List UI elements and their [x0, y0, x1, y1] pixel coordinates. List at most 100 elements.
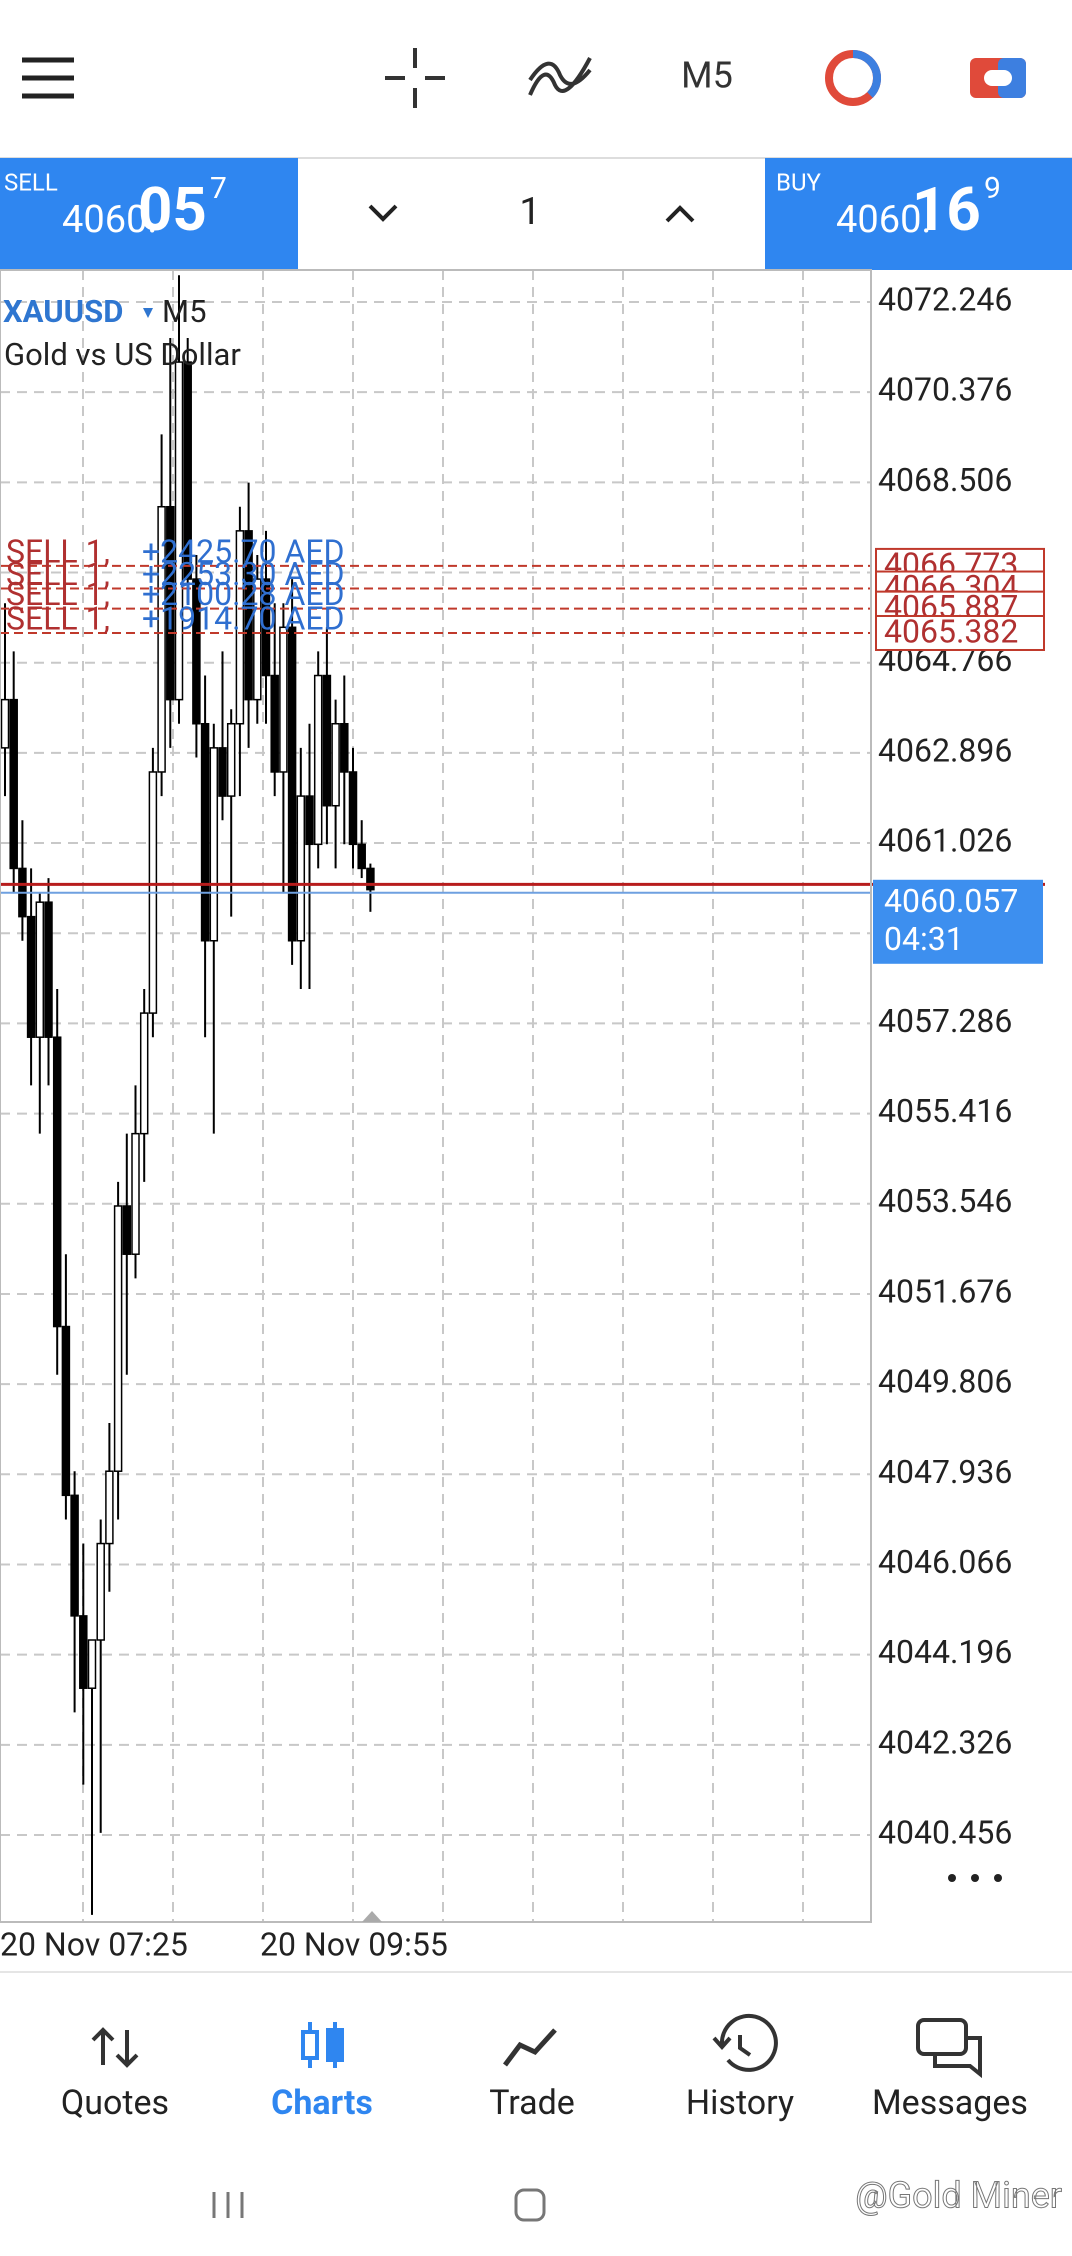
y-tick-label: 4047.936 [878, 1453, 1012, 1491]
candle-body [261, 578, 271, 677]
candle-body [157, 505, 166, 773]
order-label: SELL 1, [6, 599, 110, 637]
y-tick-label: 4062.896 [878, 731, 1012, 769]
order-label: SELL 1, [6, 555, 110, 593]
candle-body [348, 771, 358, 846]
y-tick-label: 4051.676 [878, 1272, 1012, 1310]
crosshair-button[interactable] [385, 48, 445, 108]
y-tick-label: 4040.456 [878, 1813, 1012, 1851]
candle-body [270, 674, 279, 773]
candle-body [200, 722, 210, 942]
candle-body [96, 1542, 105, 1641]
x-tick-label: 20 Nov 07:25 [0, 1925, 188, 1963]
candle-body [235, 530, 245, 725]
candle-body [122, 1205, 132, 1255]
menu-button[interactable] [22, 57, 74, 99]
y-tick-label: 4049.806 [878, 1363, 1012, 1401]
candle-body [113, 1205, 123, 1472]
sell-price-big: 05 [138, 174, 207, 245]
plot-frame [0, 269, 872, 1923]
buy-label: BUY [776, 168, 822, 196]
trade-icon [503, 2028, 557, 2067]
symbol-dropdown[interactable] [143, 308, 153, 318]
volume-up[interactable] [665, 205, 695, 223]
candle-body [44, 901, 53, 1038]
chart-timeframe: M5 [162, 293, 207, 330]
candle-body [0, 698, 10, 749]
sell-price-sup: 7 [210, 171, 227, 206]
candle-body [87, 1639, 97, 1689]
candle-body [35, 901, 45, 1038]
y-tick-label: 4057.286 [878, 1002, 1012, 1040]
nav-tab[interactable]: Charts [271, 2083, 373, 2123]
trade-signals-button[interactable] [825, 49, 882, 106]
buy-price-head: 4060. [836, 198, 931, 242]
candle-body [192, 578, 201, 725]
y-tick-label: 4072.246 [878, 280, 1012, 318]
y-tick-label: 4053.546 [878, 1182, 1012, 1220]
sell-price-head: 4060. [62, 198, 157, 242]
y-tick-label: 4044.196 [878, 1633, 1012, 1671]
indicators-button[interactable] [528, 57, 592, 96]
nav-tab[interactable]: Messages [872, 2083, 1028, 2123]
candle-body [305, 795, 314, 846]
recents-button[interactable] [212, 2192, 244, 2218]
candle-body [105, 1470, 114, 1545]
symbol-description: Gold vs US Dollar [4, 336, 241, 373]
nav-tab[interactable]: History [686, 2083, 794, 2123]
order-price-box [875, 614, 1045, 651]
sell-label: SELL [4, 168, 58, 196]
charts-icon [301, 2022, 344, 2068]
candle-body [166, 505, 175, 701]
order-profit: +2253.30 AED [142, 555, 345, 593]
candle-body [174, 361, 184, 701]
candle-body [52, 1036, 62, 1328]
symbol: XAUUSD [3, 293, 123, 330]
candle-body [79, 1615, 88, 1689]
volume[interactable]: 1 [519, 190, 540, 234]
candle-body [253, 578, 262, 701]
volume-down[interactable] [368, 204, 398, 222]
candle-body [61, 1325, 71, 1497]
candle-body [26, 915, 36, 1038]
candle-body [287, 626, 297, 942]
home-button[interactable] [514, 2188, 546, 2222]
candle-body [357, 843, 366, 870]
candle-body [313, 674, 323, 846]
nav-tab[interactable]: Trade [489, 2083, 575, 2123]
current-price: 4060.057 [884, 882, 1018, 920]
more-button[interactable] [948, 1874, 1002, 1882]
bar-timer: 04:31 [884, 920, 964, 958]
sell-button[interactable] [0, 158, 298, 270]
candle-body [209, 747, 219, 942]
y-tick-label: 4042.326 [878, 1723, 1012, 1761]
one-click-button[interactable] [970, 58, 1026, 98]
candle-body [279, 626, 288, 773]
y-tick-label: 4070.376 [878, 371, 1012, 409]
candle-body [131, 1132, 140, 1255]
candle-body [244, 530, 253, 701]
buy-price-big: 16 [912, 174, 981, 245]
y-tick-label: 4046.066 [878, 1543, 1012, 1581]
nav-tab[interactable]: Quotes [61, 2083, 169, 2123]
order-profit: +2100.28 AED [142, 575, 345, 613]
candle-body [322, 674, 332, 807]
timeframe-button[interactable]: M5 [681, 55, 733, 97]
candle-body [226, 722, 236, 797]
order-profit: +1914.70 AED [142, 599, 345, 637]
order-price: 4065.382 [884, 612, 1018, 650]
candle-body [296, 795, 306, 942]
y-tick-label: 4061.026 [878, 822, 1012, 860]
candle-body [366, 867, 375, 891]
messages-icon [916, 2018, 982, 2079]
buy-button[interactable] [765, 158, 1072, 270]
x-tick-label: 20 Nov 09:55 [260, 1925, 448, 1963]
candle-body [183, 361, 192, 580]
buy-price-sup: 9 [984, 171, 1001, 206]
candle-body [331, 722, 340, 807]
order-label: SELL 1, [6, 575, 110, 613]
candle-body [139, 1012, 149, 1135]
candle-body [70, 1494, 79, 1617]
